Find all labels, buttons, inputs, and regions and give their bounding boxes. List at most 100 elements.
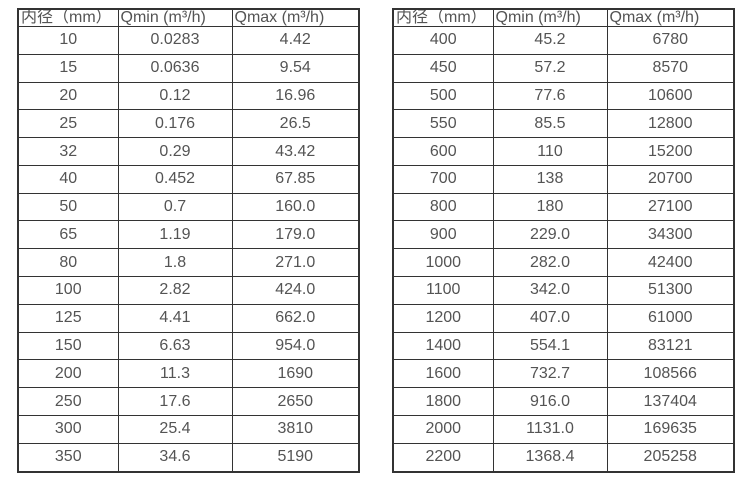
qmin-cell: 282.0	[492, 248, 608, 278]
qmax-cell: 61000	[606, 303, 735, 333]
inner-diameter-cell: 550	[392, 109, 494, 139]
qmin-cell: 138	[492, 164, 608, 194]
qmin-cell: 1.8	[117, 248, 233, 278]
inner-diameter-cell: 10	[17, 26, 119, 55]
table-row: 100 2.82 424.0	[17, 276, 360, 305]
inner-diameter-cell: 400	[392, 26, 494, 55]
qmin-cell: 17.6	[117, 387, 233, 416]
table-row: 32 0.29 43.42	[17, 137, 360, 166]
table-row: 300 25.4 3810	[17, 414, 360, 444]
qmin-cell: 25.4	[117, 414, 233, 444]
inner-diameter-cell: 25	[17, 109, 119, 139]
qmax-cell: 20700	[606, 164, 735, 194]
qmin-cell: 407.0	[492, 303, 608, 333]
inner-diameter-cell: 450	[392, 53, 494, 83]
table-row: 400 45.2 6780	[392, 26, 735, 55]
qmin-column-header: Qmin (m³/h)	[492, 8, 608, 27]
table-row: 150 6.63 954.0	[17, 331, 360, 361]
inner-diameter-column-header: 内径（mm）	[392, 8, 494, 27]
qmin-cell: 916.0	[492, 387, 608, 416]
qmax-cell: 205258	[606, 442, 735, 473]
qmin-cell: 1368.4	[492, 442, 608, 473]
qmax-cell: 12800	[606, 109, 735, 139]
table-row: 1000 282.0 42400	[392, 248, 735, 278]
table-row: 1200 407.0 61000	[392, 303, 735, 333]
qmin-cell: 0.0636	[117, 53, 233, 83]
inner-diameter-cell: 250	[17, 387, 119, 416]
qmax-cell: 42400	[606, 248, 735, 278]
qmax-cell: 43.42	[231, 137, 360, 166]
table-row: 25 0.176 26.5	[17, 109, 360, 139]
inner-diameter-cell: 900	[392, 220, 494, 250]
qmax-cell: 108566	[606, 359, 735, 389]
qmin-cell: 110	[492, 137, 608, 166]
qmin-cell: 0.7	[117, 192, 233, 222]
table-row: 500 77.6 10600	[392, 81, 735, 111]
qmin-cell: 554.1	[492, 331, 608, 361]
header-row: 内径（mm） Qmin (m³/h) Qmax (m³/h)	[17, 8, 360, 27]
qmin-cell: 57.2	[492, 53, 608, 83]
inner-diameter-cell: 40	[17, 164, 119, 194]
qmin-cell: 180	[492, 192, 608, 222]
table-row: 1100 342.0 51300	[392, 276, 735, 305]
qmax-cell: 3810	[231, 414, 360, 444]
table-row: 2000 1131.0 169635	[392, 414, 735, 444]
qmin-cell: 2.82	[117, 276, 233, 305]
qmax-cell: 2650	[231, 387, 360, 416]
table-row: 200 11.3 1690	[17, 359, 360, 389]
qmin-cell: 229.0	[492, 220, 608, 250]
inner-diameter-cell: 1400	[392, 331, 494, 361]
inner-diameter-cell: 350	[17, 442, 119, 473]
qmin-cell: 0.12	[117, 81, 233, 111]
table-row: 900 229.0 34300	[392, 220, 735, 250]
inner-diameter-cell: 1600	[392, 359, 494, 389]
inner-diameter-cell: 600	[392, 137, 494, 166]
table-row: 450 57.2 8570	[392, 53, 735, 83]
table-row: 600 110 15200	[392, 137, 735, 166]
inner-diameter-cell: 20	[17, 81, 119, 111]
qmax-cell: 9.54	[231, 53, 360, 83]
qmax-cell: 160.0	[231, 192, 360, 222]
inner-diameter-cell: 300	[17, 414, 119, 444]
qmax-cell: 83121	[606, 331, 735, 361]
qmax-cell: 4.42	[231, 26, 360, 55]
table-row: 800 180 27100	[392, 192, 735, 222]
inner-diameter-cell: 1000	[392, 248, 494, 278]
inner-diameter-cell: 1100	[392, 276, 494, 305]
qmax-cell: 1690	[231, 359, 360, 389]
inner-diameter-cell: 1800	[392, 387, 494, 416]
table-row: 2200 1368.4 205258	[392, 442, 735, 473]
qmax-cell: 16.96	[231, 81, 360, 111]
qmin-cell: 6.63	[117, 331, 233, 361]
inner-diameter-cell: 65	[17, 220, 119, 250]
qmin-cell: 45.2	[492, 26, 608, 55]
qmin-cell: 342.0	[492, 276, 608, 305]
table-row: 350 34.6 5190	[17, 442, 360, 473]
qmin-cell: 0.176	[117, 109, 233, 139]
qmax-cell: 34300	[606, 220, 735, 250]
qmax-cell: 51300	[606, 276, 735, 305]
inner-diameter-cell: 15	[17, 53, 119, 83]
qmin-cell: 34.6	[117, 442, 233, 473]
qmax-column-header: Qmax (m³/h)	[606, 8, 735, 27]
qmax-cell: 271.0	[231, 248, 360, 278]
flow-range-table-large-diameters: 内径（mm） Qmin (m³/h) Qmax (m³/h) 400 45.2 6780…	[392, 8, 735, 473]
qmax-cell: 5190	[231, 442, 360, 473]
inner-diameter-cell: 100	[17, 276, 119, 305]
table-row: 50 0.7 160.0	[17, 192, 360, 222]
qmax-cell: 27100	[606, 192, 735, 222]
table-row: 65 1.19 179.0	[17, 220, 360, 250]
qmin-column-header: Qmin (m³/h)	[117, 8, 233, 27]
qmin-cell: 0.0283	[117, 26, 233, 55]
table-row: 40 0.452 67.85	[17, 164, 360, 194]
table-row: 1400 554.1 83121	[392, 331, 735, 361]
qmin-cell: 0.452	[117, 164, 233, 194]
qmax-cell: 954.0	[231, 331, 360, 361]
qmin-cell: 85.5	[492, 109, 608, 139]
qmax-cell: 662.0	[231, 303, 360, 333]
table-row: 15 0.0636 9.54	[17, 53, 360, 83]
inner-diameter-cell: 32	[17, 137, 119, 166]
qmax-cell: 169635	[606, 414, 735, 444]
inner-diameter-cell: 80	[17, 248, 119, 278]
